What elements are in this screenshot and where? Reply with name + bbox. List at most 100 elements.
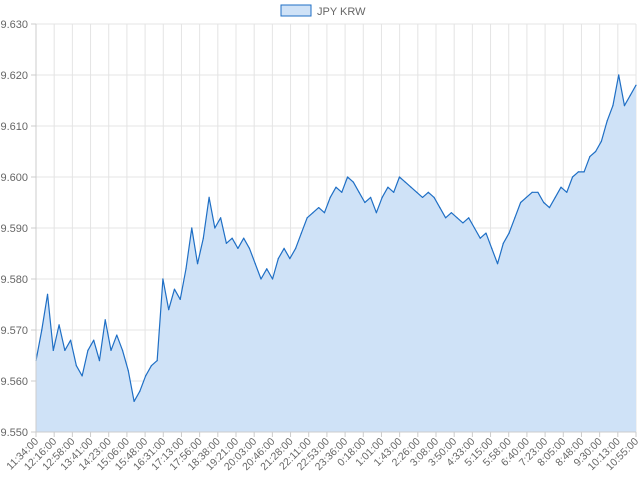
data-point (508, 232, 510, 234)
data-point (318, 207, 320, 209)
data-point (520, 201, 522, 204)
data-point (248, 247, 251, 249)
y-tick-label: 9.560 (0, 376, 28, 388)
data-point (364, 201, 366, 204)
y-tick-label: 9.620 (0, 70, 28, 82)
data-point (231, 237, 233, 239)
data-point (116, 334, 118, 336)
data-point (266, 268, 268, 270)
series-area-fill (36, 75, 636, 432)
data-point (496, 263, 499, 265)
data-point (341, 191, 343, 193)
data-point (150, 365, 152, 367)
data-point (127, 370, 129, 372)
data-point (335, 186, 337, 188)
data-point (514, 217, 516, 219)
data-point (110, 349, 112, 351)
data-point (358, 191, 360, 193)
data-point (254, 263, 256, 265)
data-point (635, 84, 637, 86)
data-point (600, 140, 602, 142)
data-point (139, 390, 141, 392)
plot-area (35, 74, 637, 432)
data-point (456, 217, 458, 219)
data-point (329, 196, 331, 198)
data-point (70, 339, 72, 341)
data-point (410, 186, 412, 188)
data-point (462, 222, 464, 224)
data-point (260, 278, 262, 280)
data-point (421, 196, 424, 198)
data-point (277, 258, 279, 260)
data-point (543, 201, 545, 204)
legend-swatch (280, 4, 312, 17)
data-point (46, 293, 49, 295)
data-point (121, 349, 124, 351)
data-point (393, 191, 395, 193)
data-point (416, 191, 418, 193)
data-point (433, 196, 435, 198)
data-point (104, 319, 106, 321)
data-point (473, 227, 476, 229)
data-point (531, 191, 533, 193)
data-point (577, 171, 579, 173)
data-point (571, 176, 574, 178)
data-point (300, 232, 302, 234)
data-point (214, 227, 216, 229)
data-point (398, 176, 401, 178)
y-tick-label: 9.630 (0, 19, 28, 31)
data-point (375, 212, 377, 214)
data-point (583, 171, 585, 173)
data-point (202, 237, 204, 239)
data-point (243, 237, 245, 239)
y-tick-label: 9.570 (0, 325, 28, 337)
data-point (283, 247, 285, 249)
data-point (595, 150, 597, 153)
data-point (295, 247, 297, 249)
data-point (387, 186, 389, 188)
data-point (537, 191, 539, 193)
data-point (427, 191, 429, 193)
data-point (352, 181, 354, 183)
data-point (156, 360, 158, 362)
data-point (445, 217, 447, 219)
data-point (404, 181, 406, 183)
legend-label: JPY KRW (317, 6, 366, 18)
data-point (225, 242, 227, 244)
data-point (623, 105, 626, 107)
data-point (346, 176, 349, 178)
data-point (173, 288, 176, 290)
data-point (618, 74, 620, 76)
data-point (58, 324, 60, 326)
data-point (323, 212, 326, 214)
data-point (271, 278, 274, 280)
data-point (191, 227, 193, 229)
data-point (145, 375, 147, 377)
data-point (589, 156, 591, 158)
y-tick-label: 9.590 (0, 223, 28, 235)
data-point (629, 94, 631, 96)
y-tick-label: 9.580 (0, 274, 28, 286)
data-point (133, 400, 135, 402)
data-point (185, 268, 187, 270)
data-point (41, 329, 43, 331)
data-point (64, 349, 66, 351)
data-point (381, 196, 383, 198)
data-point (491, 247, 493, 249)
data-point (468, 217, 470, 219)
data-point (370, 196, 372, 198)
data-point (87, 349, 89, 351)
y-tick-label: 9.600 (0, 172, 28, 184)
data-point (93, 339, 95, 341)
data-point (81, 375, 83, 377)
data-point (208, 196, 210, 198)
data-point (606, 120, 608, 122)
data-point (566, 191, 568, 193)
data-point (162, 278, 164, 280)
data-point (168, 309, 170, 311)
legend[interactable]: JPY KRW (280, 4, 366, 18)
data-point (560, 186, 562, 188)
data-point (289, 258, 291, 260)
data-point (439, 207, 441, 209)
